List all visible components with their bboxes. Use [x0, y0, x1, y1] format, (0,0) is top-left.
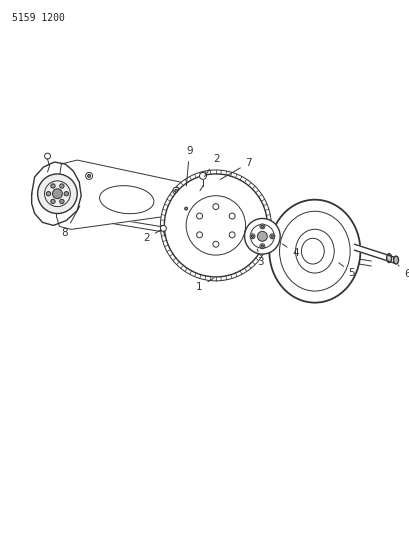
Circle shape: [259, 224, 264, 229]
Circle shape: [60, 199, 64, 204]
Text: 6: 6: [397, 265, 409, 279]
Circle shape: [52, 189, 62, 199]
Text: 1: 1: [196, 278, 213, 292]
Circle shape: [174, 189, 177, 192]
Circle shape: [257, 231, 267, 241]
Circle shape: [270, 235, 273, 238]
Circle shape: [212, 241, 218, 247]
Circle shape: [51, 184, 55, 188]
Text: 8: 8: [61, 206, 80, 238]
Circle shape: [164, 174, 267, 277]
Circle shape: [160, 170, 271, 281]
Circle shape: [229, 232, 234, 238]
Circle shape: [196, 213, 202, 219]
Polygon shape: [354, 244, 385, 260]
Circle shape: [244, 219, 279, 254]
Circle shape: [51, 199, 55, 204]
Text: 2: 2: [143, 230, 161, 243]
Circle shape: [160, 225, 166, 231]
Circle shape: [261, 245, 263, 247]
Circle shape: [229, 213, 234, 219]
Circle shape: [196, 232, 202, 238]
Ellipse shape: [269, 200, 360, 303]
Circle shape: [186, 196, 245, 255]
Polygon shape: [31, 162, 81, 225]
Ellipse shape: [393, 256, 398, 264]
Circle shape: [212, 204, 218, 209]
Ellipse shape: [386, 254, 391, 263]
Circle shape: [269, 234, 274, 239]
Circle shape: [46, 191, 51, 196]
Circle shape: [172, 187, 179, 194]
Circle shape: [261, 225, 263, 228]
Circle shape: [85, 173, 92, 180]
Text: 4: 4: [282, 244, 298, 258]
Text: 7: 7: [220, 158, 252, 180]
Text: 9: 9: [186, 146, 192, 186]
Text: 3: 3: [257, 249, 263, 267]
Circle shape: [251, 235, 253, 238]
Polygon shape: [56, 160, 202, 229]
Text: 5: 5: [338, 263, 354, 278]
Circle shape: [60, 184, 64, 188]
Circle shape: [184, 207, 187, 210]
Circle shape: [64, 191, 68, 196]
Circle shape: [259, 244, 264, 249]
Text: 5159 1200: 5159 1200: [12, 13, 65, 22]
Text: 2: 2: [204, 154, 219, 176]
Circle shape: [38, 174, 77, 214]
Circle shape: [88, 174, 90, 177]
Circle shape: [182, 205, 189, 212]
Circle shape: [249, 234, 254, 239]
Circle shape: [199, 173, 206, 180]
